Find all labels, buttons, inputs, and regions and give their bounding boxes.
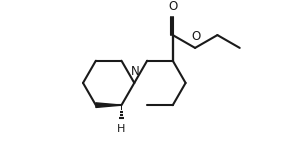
Polygon shape (96, 103, 122, 107)
Text: H: H (117, 124, 126, 134)
Text: O: O (168, 0, 178, 13)
Text: O: O (192, 30, 201, 43)
Text: N: N (131, 65, 139, 78)
